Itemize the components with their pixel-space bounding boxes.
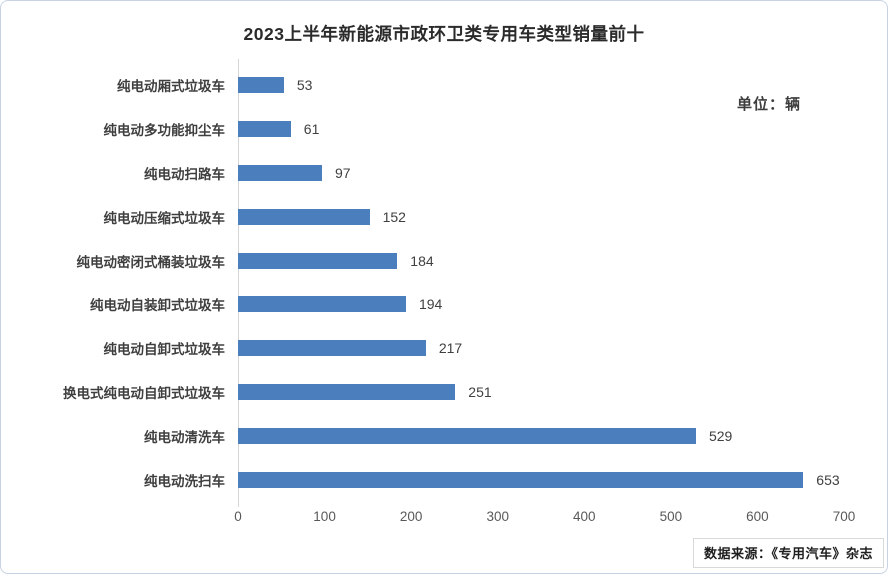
category-label: 纯电动多功能抑尘车 [103,122,226,138]
bar-row: 纯电动自卸式垃圾车 217 [1,326,887,370]
bar-rows: 纯电动厢式垃圾车 53 纯电动多功能抑尘车 61 纯电动扫路车 97 纯电动压缩… [1,63,887,502]
x-axis-tick: 200 [399,509,423,524]
bar-row: 纯电动自装卸式垃圾车 194 [1,282,887,326]
bar-row: 纯电动压缩式垃圾车 152 [1,195,887,239]
value-label: 653 [816,471,840,488]
bar-track: 184 [238,252,844,269]
bar-track: 217 [238,340,844,357]
x-axis-tick: 100 [313,509,336,524]
category-label: 纯电动扫路车 [144,166,225,182]
category-label: 纯电动清洗车 [144,430,225,446]
value-label: 152 [382,208,406,225]
bar [238,296,406,313]
x-axis: 0 100 200 300 400 500 600 700 [234,509,855,529]
bar-row: 纯电动密闭式桶装垃圾车 184 [1,239,887,283]
bar [238,428,696,445]
value-label: 184 [410,252,434,269]
value-label: 217 [438,340,463,357]
chart-title: 2023上半年新能源市政环卫类专用车类型销量前十 [243,24,645,44]
x-axis-tick: 700 [832,509,856,524]
bar-track: 53 [238,76,844,93]
category-label: 纯电动密闭式桶装垃圾车 [76,254,226,270]
value-label: 194 [418,296,443,313]
bar [238,76,284,93]
x-axis-tick: 300 [486,509,509,524]
bar [238,252,398,269]
value-label: 251 [468,384,492,401]
bar [238,340,426,357]
bar [238,471,804,488]
category-label: 纯电动自卸式垃圾车 [103,342,226,358]
bar-row: 纯电动洗扫车 653 [1,458,887,502]
x-axis-tick: 600 [746,509,769,524]
category-label: 换电式纯电动自卸式垃圾车 [63,386,225,402]
bar-track: 194 [238,296,844,313]
bar [238,164,322,181]
x-axis-tick: 400 [573,509,596,524]
value-label: 529 [708,428,733,445]
category-label: 纯电动自装卸式垃圾车 [90,298,225,314]
x-axis-tick: 500 [659,509,683,524]
bar-track: 653 [238,471,844,488]
value-label: 97 [334,164,351,181]
y-axis-line [238,59,239,507]
category-label: 纯电动洗扫车 [144,473,225,489]
category-label: 纯电动厢式垃圾车 [117,78,225,94]
value-label: 61 [303,120,320,137]
bar [238,208,370,225]
bar-track: 61 [238,120,844,137]
bar-row: 纯电动厢式垃圾车 53 [1,63,887,107]
bar-track: 152 [238,208,844,225]
bar-track: 97 [238,164,844,181]
bar-row: 换电式纯电动自卸式垃圾车 251 [1,370,887,414]
bar [238,120,291,137]
bar-row: 纯电动多功能抑尘车 61 [1,107,887,151]
unit-label: 单位：辆 [736,96,801,113]
bar-track: 251 [238,384,844,401]
bar-row: 纯电动扫路车 97 [1,151,887,195]
category-label: 纯电动压缩式垃圾车 [103,210,226,226]
bar-row: 纯电动清洗车 529 [1,414,887,458]
bar-track: 529 [238,428,844,445]
value-label: 53 [296,76,313,93]
x-axis-tick: 0 [234,509,242,524]
data-source-note: 数据来源：《专用汽车》杂志 [692,538,884,568]
bar [238,384,456,401]
